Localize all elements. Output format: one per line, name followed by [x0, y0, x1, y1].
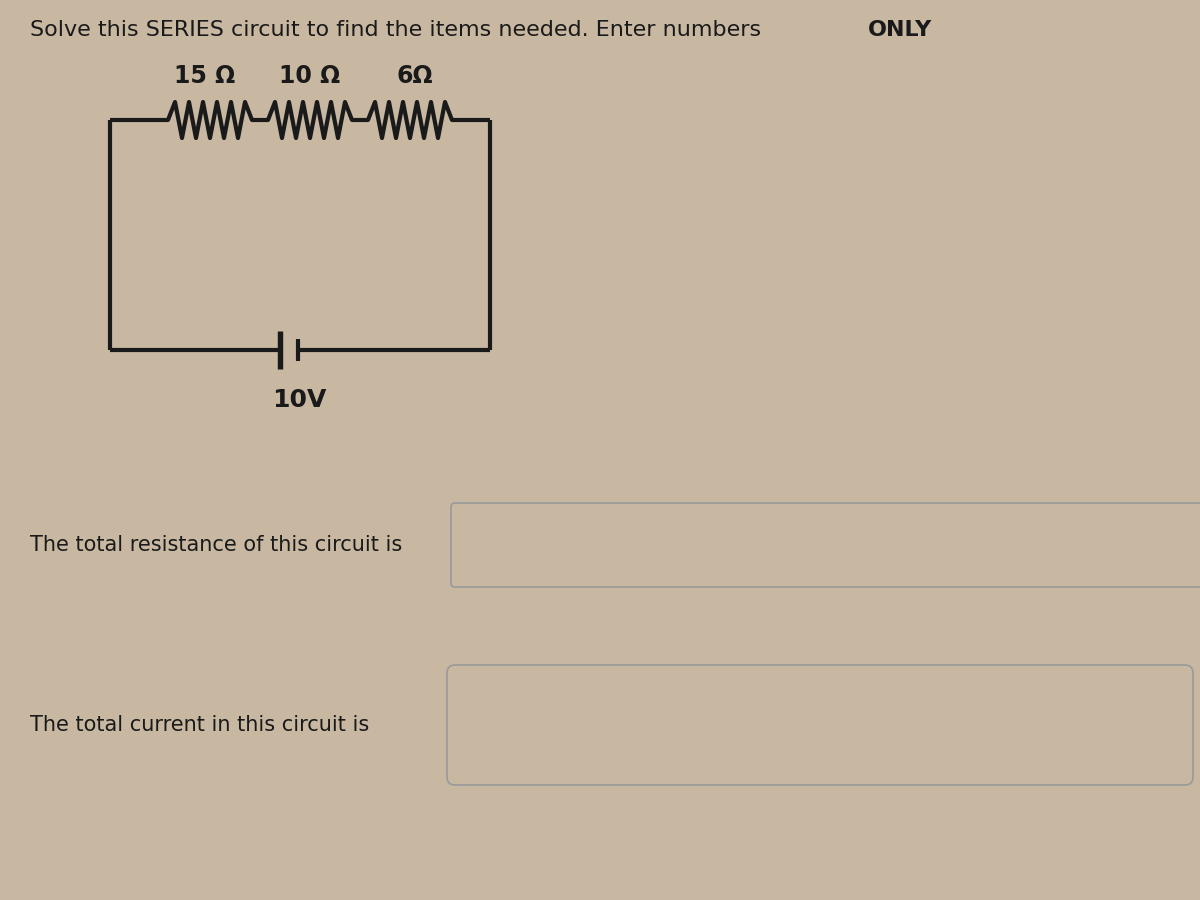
Text: Solve this SERIES circuit to find the items needed. Enter numbers: Solve this SERIES circuit to find the it…: [30, 20, 768, 40]
FancyBboxPatch shape: [446, 665, 1193, 785]
FancyBboxPatch shape: [451, 503, 1200, 587]
Text: ONLY: ONLY: [868, 20, 932, 40]
Text: 10 Ω: 10 Ω: [280, 64, 341, 88]
Text: 6Ω: 6Ω: [397, 64, 433, 88]
Text: 15 Ω: 15 Ω: [174, 64, 235, 88]
Text: The total current in this circuit is: The total current in this circuit is: [30, 715, 370, 735]
Text: The total resistance of this circuit is: The total resistance of this circuit is: [30, 535, 402, 555]
Text: 10V: 10V: [272, 388, 326, 412]
